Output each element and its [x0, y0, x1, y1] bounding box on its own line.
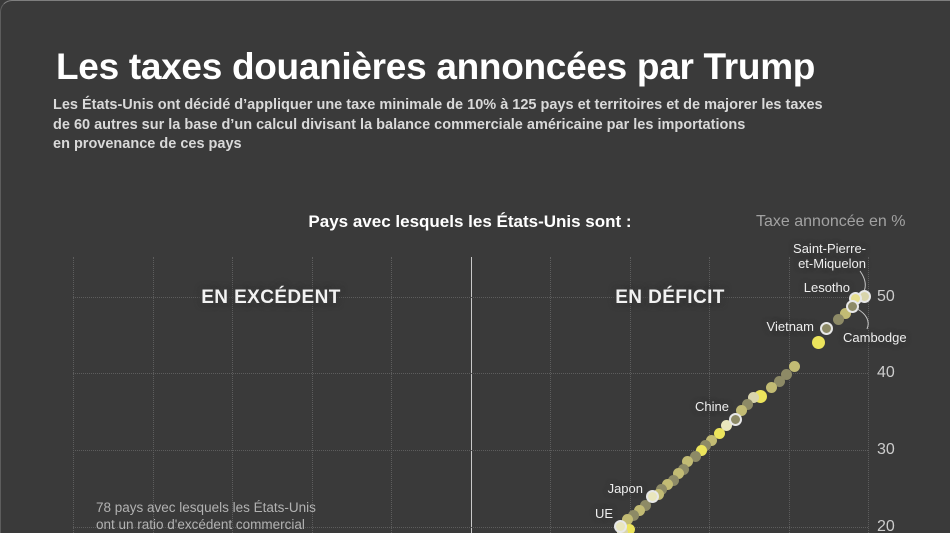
- grid-line-vertical: [788, 256, 790, 533]
- data-dot: [766, 382, 777, 394]
- data-dot: [696, 444, 707, 456]
- country-label-vietnam: Vietnam: [766, 319, 814, 334]
- leader-line-cambodge: [857, 308, 869, 330]
- data-dot: [706, 434, 717, 446]
- data-dot-chine: [728, 412, 742, 426]
- grid-line-vertical: [629, 256, 631, 533]
- data-dot: [678, 463, 689, 475]
- grid-line-vertical: [550, 256, 551, 533]
- data-dot: [741, 399, 753, 411]
- section-divider-line: [470, 256, 472, 533]
- data-dot-cambodge: [845, 300, 859, 314]
- data-dot-ue: [613, 520, 627, 533]
- country-label-cambodge: Cambodge: [843, 330, 907, 345]
- data-dot-japon: [646, 489, 659, 503]
- data-dot: [682, 456, 693, 468]
- data-dot: [690, 450, 701, 462]
- y-tick-label: 40: [877, 364, 895, 382]
- section-label-deficit: EN DÉFICIT: [615, 287, 725, 308]
- leader-line-saint-pierre: [859, 270, 866, 291]
- y-tick-label: 30: [877, 441, 895, 459]
- subtitle: Les États-Unis ont décidé d’appliquer un…: [53, 97, 823, 152]
- data-dot: [839, 308, 851, 320]
- grid-line-horizontal: [73, 296, 868, 298]
- grid-line-vertical: [391, 256, 392, 533]
- data-dot: [714, 427, 725, 439]
- data-dot: [748, 392, 759, 404]
- data-dot: [773, 376, 785, 388]
- grid-line-vertical: [152, 256, 154, 533]
- data-dot: [634, 505, 645, 517]
- country-label-ue: UE: [594, 506, 613, 521]
- country-label-lesotho: Lesotho: [803, 280, 850, 295]
- chart-header: Pays avec lesquels les États-Unis sont :: [308, 212, 632, 231]
- data-dot: [700, 439, 711, 451]
- grid-line-vertical: [73, 256, 74, 533]
- grid-line-horizontal: [73, 526, 868, 528]
- data-dot: [673, 468, 684, 480]
- data-dot: [812, 336, 825, 350]
- data-dot: [781, 368, 792, 380]
- data-dot: [662, 479, 673, 491]
- data-dot: [720, 420, 732, 432]
- grid-line-vertical: [868, 256, 869, 533]
- data-dot: [640, 499, 651, 511]
- grid-line-horizontal: [73, 373, 868, 375]
- data-dot: [623, 524, 635, 533]
- grid-line-vertical: [232, 256, 233, 533]
- grid-line-vertical: [709, 256, 710, 533]
- country-label-japon: Japon: [607, 481, 643, 496]
- y-axis-title: Taxe annoncée en %: [756, 213, 906, 230]
- data-dot: [628, 509, 639, 521]
- data-dot: [788, 360, 800, 372]
- data-dot: [668, 474, 679, 486]
- y-tick-label: 20: [877, 517, 895, 533]
- country-label-chine: Chine: [695, 399, 729, 414]
- country-label-spm: Saint-Pierre- et-Miquelon: [793, 241, 866, 271]
- data-dot: [622, 514, 633, 526]
- data-dot-vietnam: [819, 321, 833, 335]
- y-tick-label: 50: [877, 287, 895, 305]
- data-dot: [832, 314, 844, 326]
- page-title: Les taxes douanières annoncées par Trump: [56, 46, 816, 87]
- section-label-excedent: EN EXCÉDENT: [201, 287, 341, 308]
- grid-line-vertical: [311, 256, 313, 533]
- grid-line-horizontal: [73, 450, 868, 452]
- footnote: 78 pays avec lesquels les États-Unis ont…: [96, 500, 316, 532]
- data-dot: [736, 405, 747, 417]
